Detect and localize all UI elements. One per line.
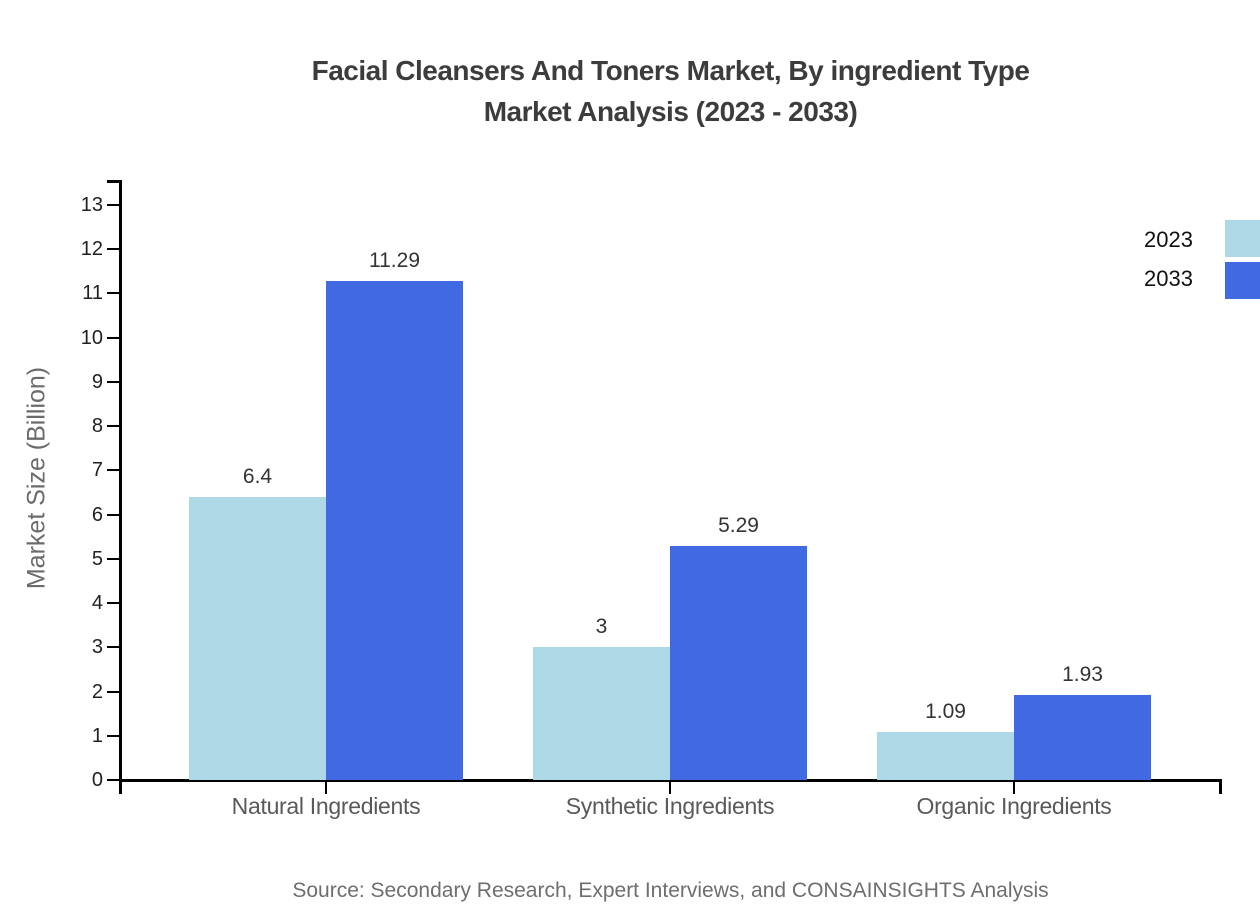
x-category-label: Synthetic Ingredients xyxy=(565,793,775,819)
x-tick xyxy=(325,779,327,794)
y-tick-label: 1 xyxy=(91,724,103,747)
chart-title: Facial Cleansers And Toners Market, By i… xyxy=(119,50,1222,132)
bar-value-label: 1.93 xyxy=(1062,662,1103,686)
bar-2023-1 xyxy=(533,647,670,780)
y-tick xyxy=(107,779,119,781)
y-tick xyxy=(107,336,119,339)
y-tick xyxy=(107,380,119,383)
chart-title-line2: Market Analysis (2023 - 2033) xyxy=(483,96,858,127)
y-tick-label: 4 xyxy=(91,592,103,615)
x-tick xyxy=(1013,779,1015,794)
y-tick xyxy=(107,469,119,472)
y-tick xyxy=(107,734,119,737)
bar-2023-2 xyxy=(877,731,1014,780)
bar-2033-1 xyxy=(670,546,807,780)
y-tick-label: 5 xyxy=(91,547,103,570)
bar-2033-0 xyxy=(326,280,463,780)
y-tick-label: 7 xyxy=(91,459,103,482)
y-axis-top-cap xyxy=(107,180,122,183)
y-tick-label: 11 xyxy=(82,282,103,305)
y-tick-label: 2 xyxy=(91,680,103,703)
bar-value-label: 3 xyxy=(595,615,608,639)
y-tick xyxy=(107,248,119,251)
source-note: Source: Secondary Research, Expert Inter… xyxy=(292,879,1049,902)
bar-2033-2 xyxy=(1014,694,1151,780)
y-tick-label: 9 xyxy=(91,370,103,393)
bar-value-label: 1.09 xyxy=(925,699,966,723)
y-tick xyxy=(107,204,119,206)
y-tick xyxy=(107,292,119,295)
bar-value-label: 6.4 xyxy=(242,464,273,488)
y-tick-label: 3 xyxy=(91,636,103,659)
y-tick xyxy=(107,602,119,605)
x-tick xyxy=(669,779,671,794)
chart-title-line1: Facial Cleansers And Toners Market, By i… xyxy=(311,55,1030,86)
y-tick-label: 13 xyxy=(80,194,103,216)
y-tick-label: 0 xyxy=(91,769,103,791)
x-category-label: Natural Ingredients xyxy=(231,793,421,819)
x-axis-right-cap xyxy=(1219,779,1222,794)
y-axis-spine xyxy=(119,180,122,794)
y-tick xyxy=(107,557,119,560)
bar-value-label: 5.29 xyxy=(718,514,759,538)
y-tick xyxy=(107,513,119,516)
y-tick-label: 8 xyxy=(91,415,103,438)
y-tick xyxy=(107,690,119,693)
bar-value-label: 11.29 xyxy=(369,248,420,272)
y-tick-label: 6 xyxy=(91,503,103,526)
x-category-label: Organic Ingredients xyxy=(916,793,1112,819)
y-tick xyxy=(107,646,119,649)
bar-2023-0 xyxy=(189,496,326,780)
y-tick-label: 10 xyxy=(80,326,103,349)
y-tick xyxy=(107,425,119,428)
y-tick-label: 12 xyxy=(80,238,103,261)
